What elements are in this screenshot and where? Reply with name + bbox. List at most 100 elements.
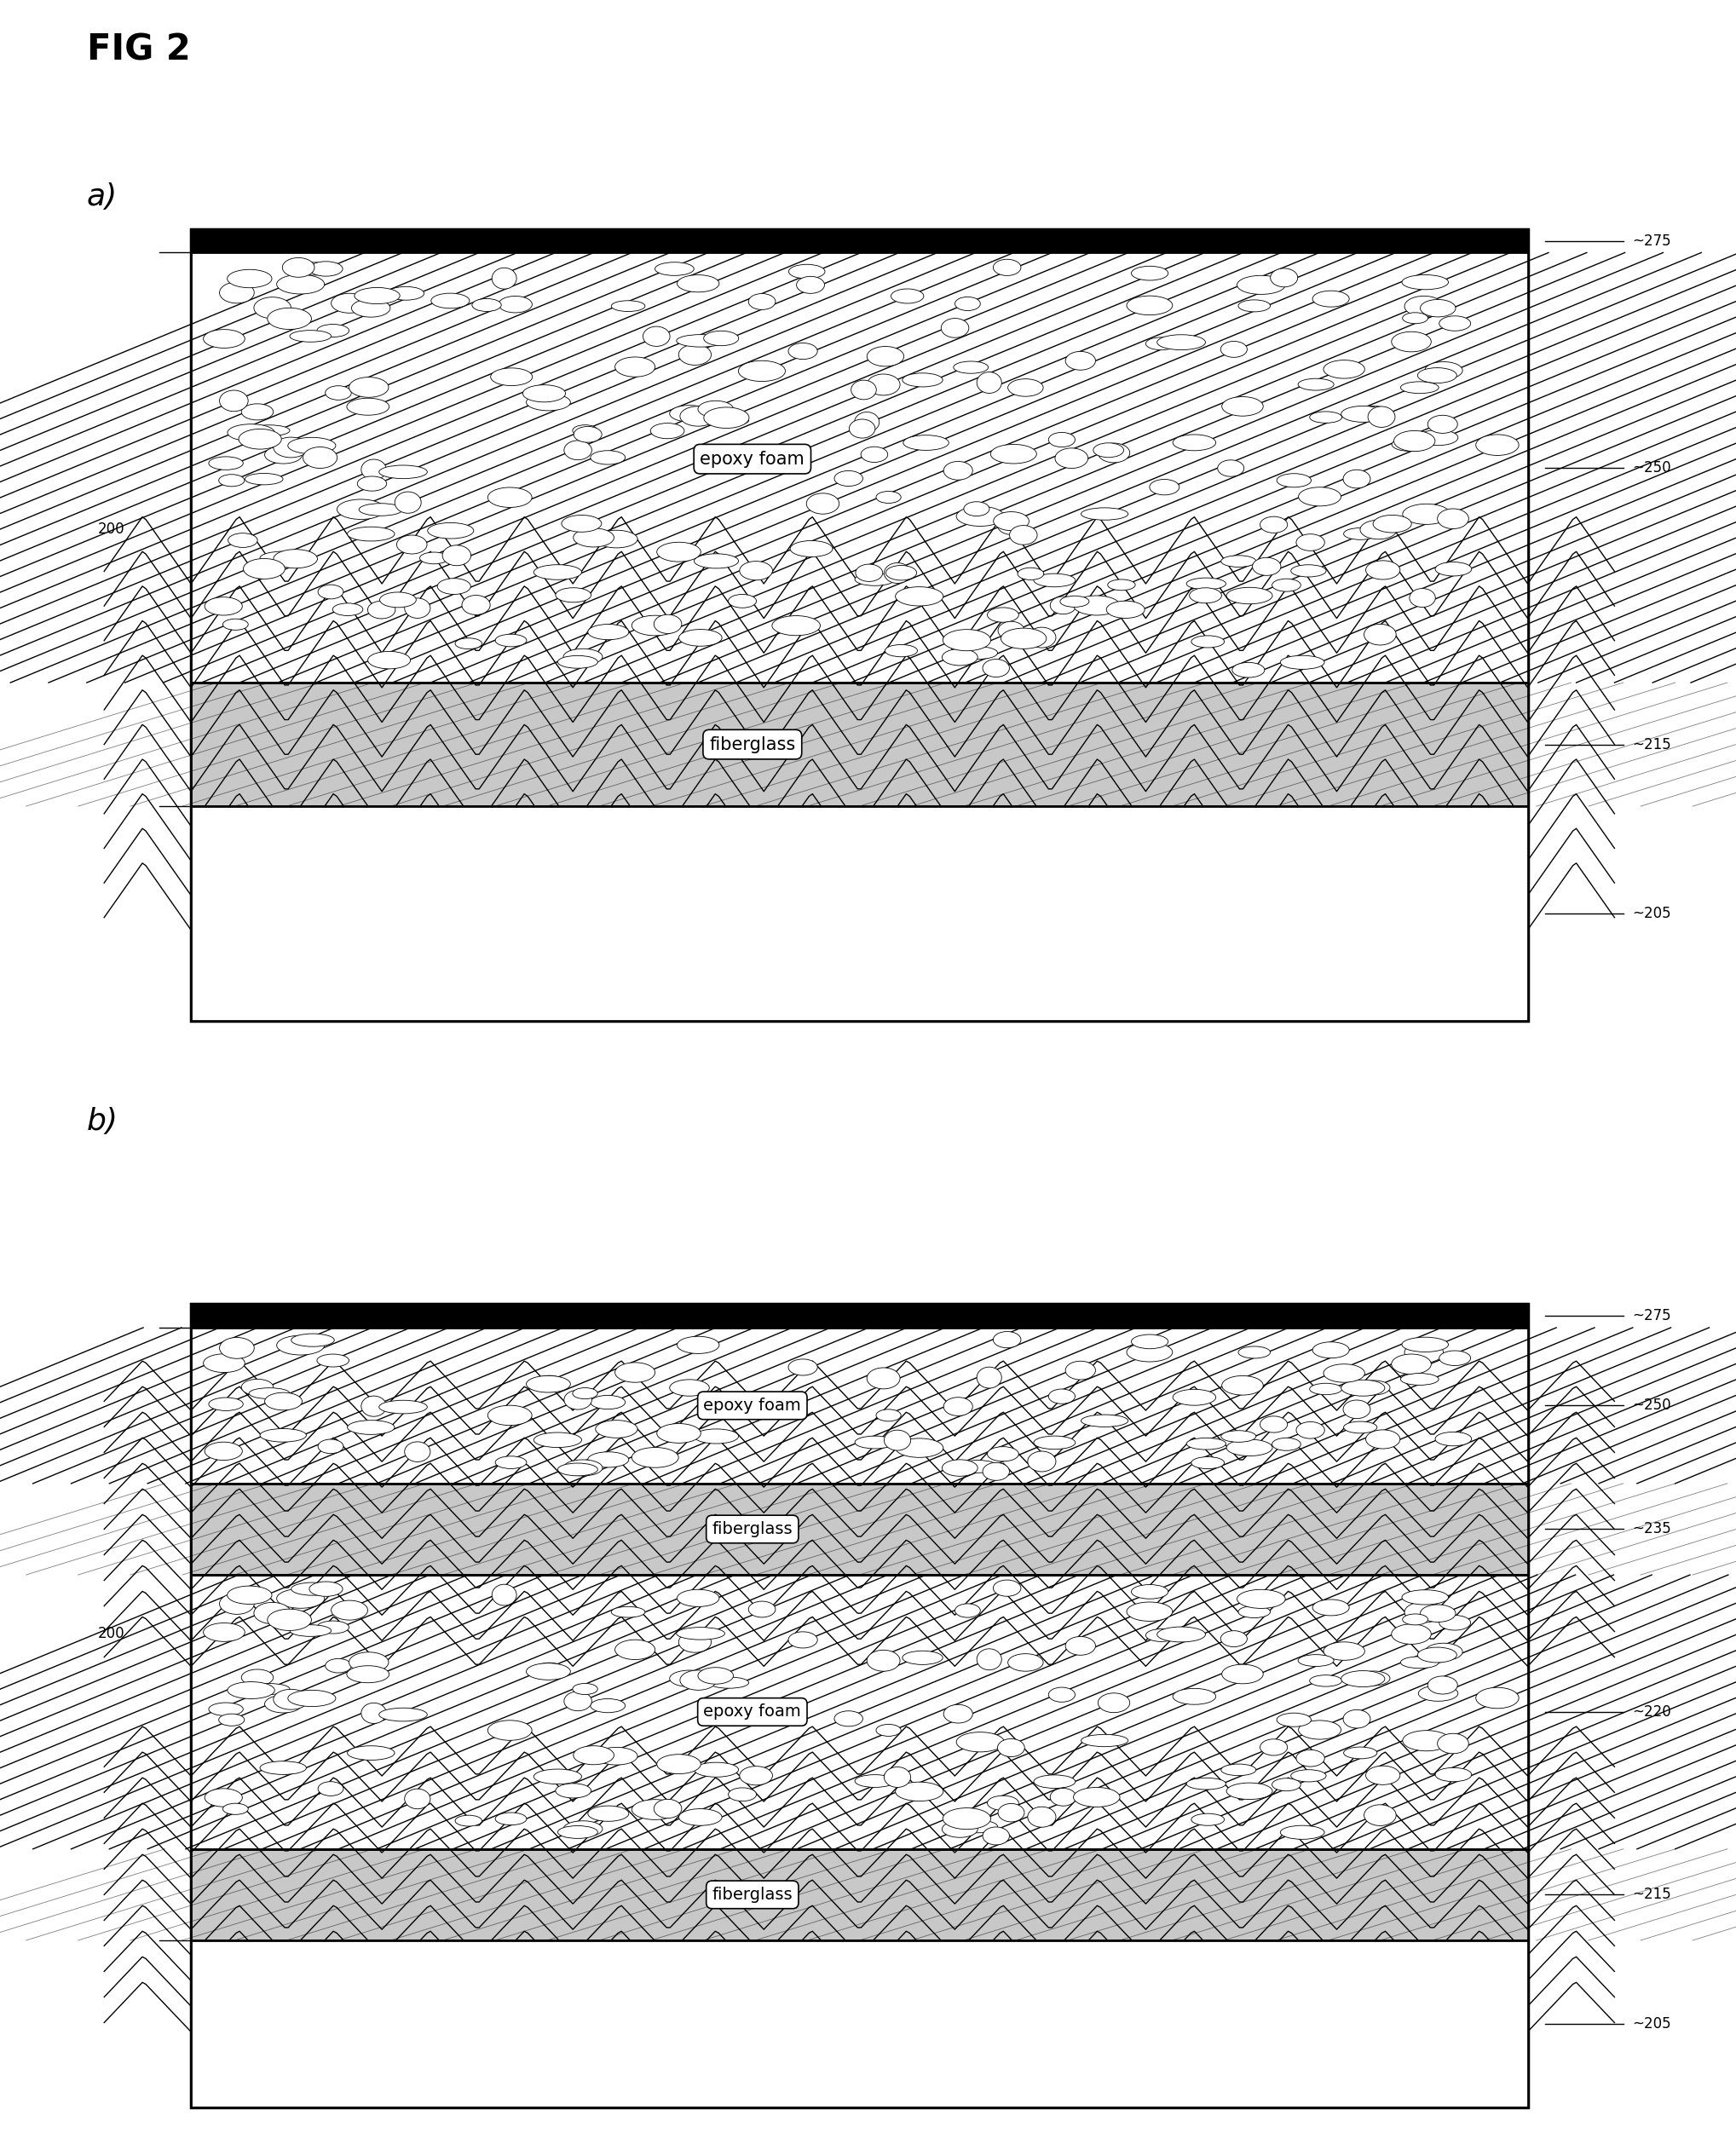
Ellipse shape	[219, 1714, 245, 1726]
Ellipse shape	[679, 1808, 722, 1825]
Ellipse shape	[1127, 297, 1172, 314]
Ellipse shape	[533, 1376, 566, 1391]
Ellipse shape	[1404, 297, 1443, 316]
Text: fiberglass: fiberglass	[712, 1886, 793, 1903]
Ellipse shape	[677, 275, 719, 292]
Ellipse shape	[654, 1800, 682, 1819]
Ellipse shape	[245, 473, 283, 484]
Ellipse shape	[575, 426, 602, 443]
Ellipse shape	[877, 1724, 901, 1737]
Ellipse shape	[983, 660, 1009, 677]
Ellipse shape	[611, 1606, 646, 1617]
Ellipse shape	[993, 260, 1021, 275]
Ellipse shape	[903, 1651, 943, 1664]
Ellipse shape	[1186, 1778, 1226, 1789]
Ellipse shape	[267, 1608, 311, 1630]
Ellipse shape	[677, 1628, 724, 1640]
Ellipse shape	[1191, 636, 1224, 647]
Ellipse shape	[1392, 331, 1430, 353]
Ellipse shape	[351, 299, 391, 316]
Text: fiberglass: fiberglass	[712, 1520, 793, 1537]
Ellipse shape	[1276, 1714, 1311, 1726]
Ellipse shape	[611, 301, 646, 312]
Ellipse shape	[564, 1821, 602, 1836]
Ellipse shape	[993, 1331, 1021, 1348]
Ellipse shape	[1073, 1787, 1120, 1806]
Ellipse shape	[708, 1677, 748, 1688]
Ellipse shape	[679, 344, 712, 366]
Ellipse shape	[708, 415, 748, 426]
Ellipse shape	[1358, 1380, 1391, 1395]
Ellipse shape	[861, 447, 887, 462]
Ellipse shape	[1297, 1421, 1325, 1438]
Text: ~205: ~205	[1632, 2017, 1670, 2032]
Ellipse shape	[1436, 1767, 1472, 1782]
Ellipse shape	[227, 533, 257, 548]
Ellipse shape	[205, 1789, 243, 1806]
Bar	[191, 1849, 1528, 1939]
Ellipse shape	[288, 1690, 335, 1707]
Ellipse shape	[1028, 1806, 1055, 1827]
Ellipse shape	[589, 1451, 628, 1466]
Ellipse shape	[1106, 602, 1144, 619]
Ellipse shape	[1323, 1643, 1364, 1660]
Ellipse shape	[885, 645, 917, 656]
Ellipse shape	[533, 565, 582, 580]
Ellipse shape	[347, 1666, 389, 1683]
Ellipse shape	[943, 649, 977, 666]
Ellipse shape	[632, 1800, 679, 1819]
Ellipse shape	[632, 615, 679, 636]
Ellipse shape	[1403, 503, 1450, 525]
Ellipse shape	[1292, 1769, 1326, 1782]
Ellipse shape	[1272, 578, 1300, 591]
Text: ~205: ~205	[1632, 905, 1670, 922]
Ellipse shape	[533, 393, 566, 408]
Ellipse shape	[1403, 275, 1448, 290]
Ellipse shape	[564, 1460, 602, 1475]
Ellipse shape	[564, 1692, 592, 1711]
Ellipse shape	[347, 398, 389, 415]
Ellipse shape	[681, 406, 717, 426]
Ellipse shape	[1312, 290, 1349, 307]
Ellipse shape	[977, 1649, 1002, 1671]
Ellipse shape	[243, 559, 285, 578]
Ellipse shape	[1217, 460, 1245, 477]
Ellipse shape	[276, 1335, 325, 1354]
Ellipse shape	[264, 445, 302, 464]
Bar	[191, 806, 1528, 1021]
Ellipse shape	[318, 1782, 344, 1795]
Ellipse shape	[1132, 1585, 1168, 1600]
Ellipse shape	[1033, 1436, 1075, 1449]
Ellipse shape	[533, 1432, 582, 1447]
Ellipse shape	[656, 1423, 701, 1443]
Ellipse shape	[654, 262, 694, 275]
Ellipse shape	[993, 1580, 1021, 1595]
Ellipse shape	[380, 591, 417, 608]
Ellipse shape	[854, 574, 894, 585]
Ellipse shape	[304, 447, 337, 469]
Ellipse shape	[1050, 596, 1076, 615]
Ellipse shape	[615, 357, 654, 376]
Ellipse shape	[443, 546, 470, 565]
Ellipse shape	[694, 1763, 738, 1778]
Ellipse shape	[1309, 1382, 1342, 1395]
Bar	[191, 1483, 1528, 1574]
Ellipse shape	[309, 262, 342, 275]
Ellipse shape	[1082, 1415, 1128, 1428]
Ellipse shape	[1344, 1748, 1377, 1759]
Ellipse shape	[241, 1378, 273, 1395]
Ellipse shape	[1281, 656, 1325, 669]
Ellipse shape	[274, 436, 309, 458]
Ellipse shape	[318, 1621, 349, 1634]
Ellipse shape	[703, 331, 738, 346]
Text: ~275: ~275	[1632, 232, 1670, 249]
Ellipse shape	[1009, 1653, 1043, 1671]
Ellipse shape	[988, 1447, 1019, 1462]
Ellipse shape	[679, 630, 722, 647]
Ellipse shape	[1226, 1782, 1272, 1800]
Ellipse shape	[264, 1694, 302, 1714]
Bar	[191, 252, 1528, 684]
Bar	[191, 684, 1528, 806]
Ellipse shape	[1073, 596, 1120, 615]
Ellipse shape	[977, 372, 1002, 393]
